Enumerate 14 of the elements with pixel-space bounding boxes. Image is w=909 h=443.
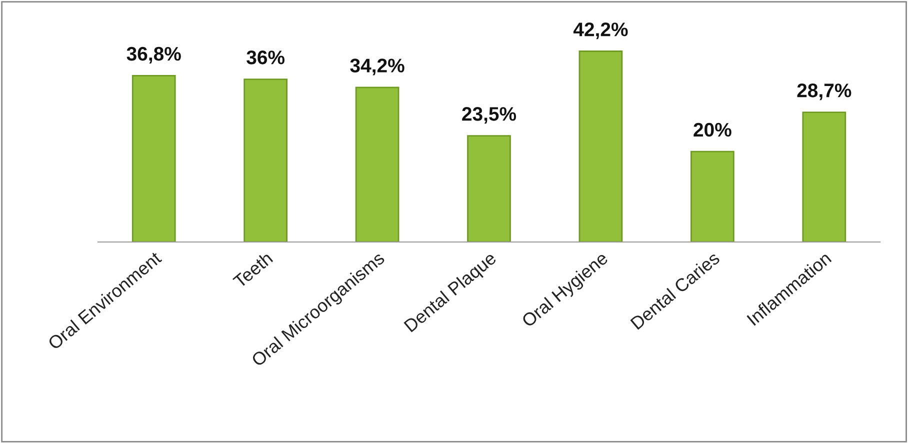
data-label: 20% [694,122,732,137]
bar [132,74,176,242]
data-label: 28,7% [797,84,852,100]
bar [244,78,288,242]
bar [802,112,846,242]
data-label: 36,8% [126,46,181,64]
data-label: 42,2% [573,22,628,40]
data-label: 36% [246,50,285,64]
bar [355,86,400,242]
bar [578,50,623,242]
data-label: 34,2% [350,58,404,76]
data-label: 23,5% [462,107,516,124]
bar [690,150,734,242]
bar [467,135,511,242]
